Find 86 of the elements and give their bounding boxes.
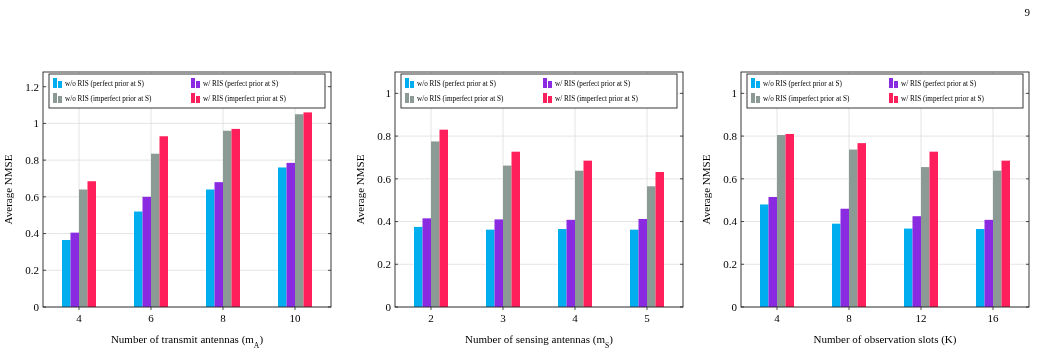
bar	[431, 141, 440, 307]
bar	[566, 219, 575, 307]
bar	[760, 204, 769, 307]
y-tick-label: 0.6	[25, 190, 40, 203]
y-tick-label: 0.6	[377, 172, 392, 185]
y-tick-label: 1	[385, 87, 391, 100]
bar	[929, 151, 938, 307]
bar	[912, 216, 921, 307]
x-tick-label: 8	[846, 312, 853, 324]
bar	[503, 165, 512, 307]
y-tick-label: 0	[33, 300, 40, 313]
bar	[295, 114, 304, 307]
bar	[511, 151, 520, 307]
y-tick-label: 0.4	[25, 227, 40, 240]
x-tick-label: 4	[76, 312, 83, 324]
bar	[70, 232, 79, 307]
x-tick-label: 12	[915, 312, 927, 324]
y-tick-label: 0.4	[723, 215, 738, 228]
bar	[921, 167, 930, 307]
y-tick-label: 0.4	[377, 215, 392, 228]
x-axis-title: Number of transmit antennas (m$_{A}$)	[110, 333, 264, 350]
bar	[214, 182, 223, 307]
bar	[655, 171, 664, 307]
x-tick-label: 2	[428, 312, 434, 324]
bar	[62, 239, 71, 307]
bar	[1001, 160, 1010, 307]
y-tick-label: 0	[385, 300, 392, 313]
x-tick-label: 16	[987, 312, 999, 324]
y-axis-title: Average NMSE	[354, 154, 366, 225]
bar	[142, 196, 151, 307]
bar	[832, 223, 841, 307]
bar	[976, 229, 985, 307]
bar	[231, 128, 240, 307]
bar	[993, 170, 1002, 307]
bar	[630, 229, 639, 307]
bar	[768, 196, 777, 307]
y-tick-label: 0.8	[377, 129, 392, 142]
bar	[486, 229, 495, 307]
bar	[494, 219, 503, 307]
y-tick-label: 0	[731, 300, 738, 313]
y-tick-label: 1	[731, 87, 737, 100]
bar	[206, 189, 215, 307]
bar	[647, 186, 656, 307]
bar	[79, 189, 88, 307]
bar	[151, 153, 160, 307]
y-tick-label: 1.2	[25, 80, 39, 93]
bar	[785, 133, 794, 307]
bar	[422, 218, 431, 307]
x-tick-label: 4	[572, 312, 579, 324]
bar	[984, 219, 993, 307]
bar	[414, 226, 423, 307]
bar	[575, 170, 584, 307]
y-axis-title: Average NMSE	[700, 154, 712, 225]
y-axis-title: Average NMSE	[2, 154, 14, 225]
bar	[904, 228, 913, 307]
bar	[87, 181, 96, 307]
x-axis-title: Number of observation slots (K)	[813, 333, 957, 346]
x-axis-title: Number of sensing antennas (m$_{S}$)	[465, 333, 614, 350]
bar	[278, 167, 287, 307]
y-tick-label: 0.2	[377, 258, 391, 271]
y-tick-label: 0.2	[723, 258, 737, 271]
bar	[857, 143, 866, 307]
x-tick-label: 10	[289, 312, 301, 324]
bar	[583, 160, 592, 307]
y-tick-label: 0.8	[723, 129, 738, 142]
x-tick-label: 6	[148, 312, 155, 324]
bar	[849, 149, 858, 307]
y-tick-label: 0.2	[25, 264, 39, 277]
y-tick-label: 0.8	[25, 153, 40, 166]
y-tick-label: 1	[33, 117, 39, 130]
bar	[223, 130, 232, 307]
bar	[558, 229, 567, 307]
bar	[777, 135, 786, 307]
text: 9	[1024, 6, 1031, 18]
bar	[303, 112, 312, 307]
bar	[439, 129, 448, 307]
x-tick-label: 8	[220, 312, 227, 324]
bar	[286, 162, 295, 307]
x-tick-label: 3	[500, 312, 507, 324]
bar	[134, 211, 143, 307]
x-tick-label: 4	[774, 312, 781, 324]
bar	[159, 136, 168, 307]
x-tick-label: 5	[644, 312, 651, 324]
y-tick-label: 0.6	[723, 172, 738, 185]
bar	[840, 208, 849, 307]
bar	[638, 218, 647, 307]
